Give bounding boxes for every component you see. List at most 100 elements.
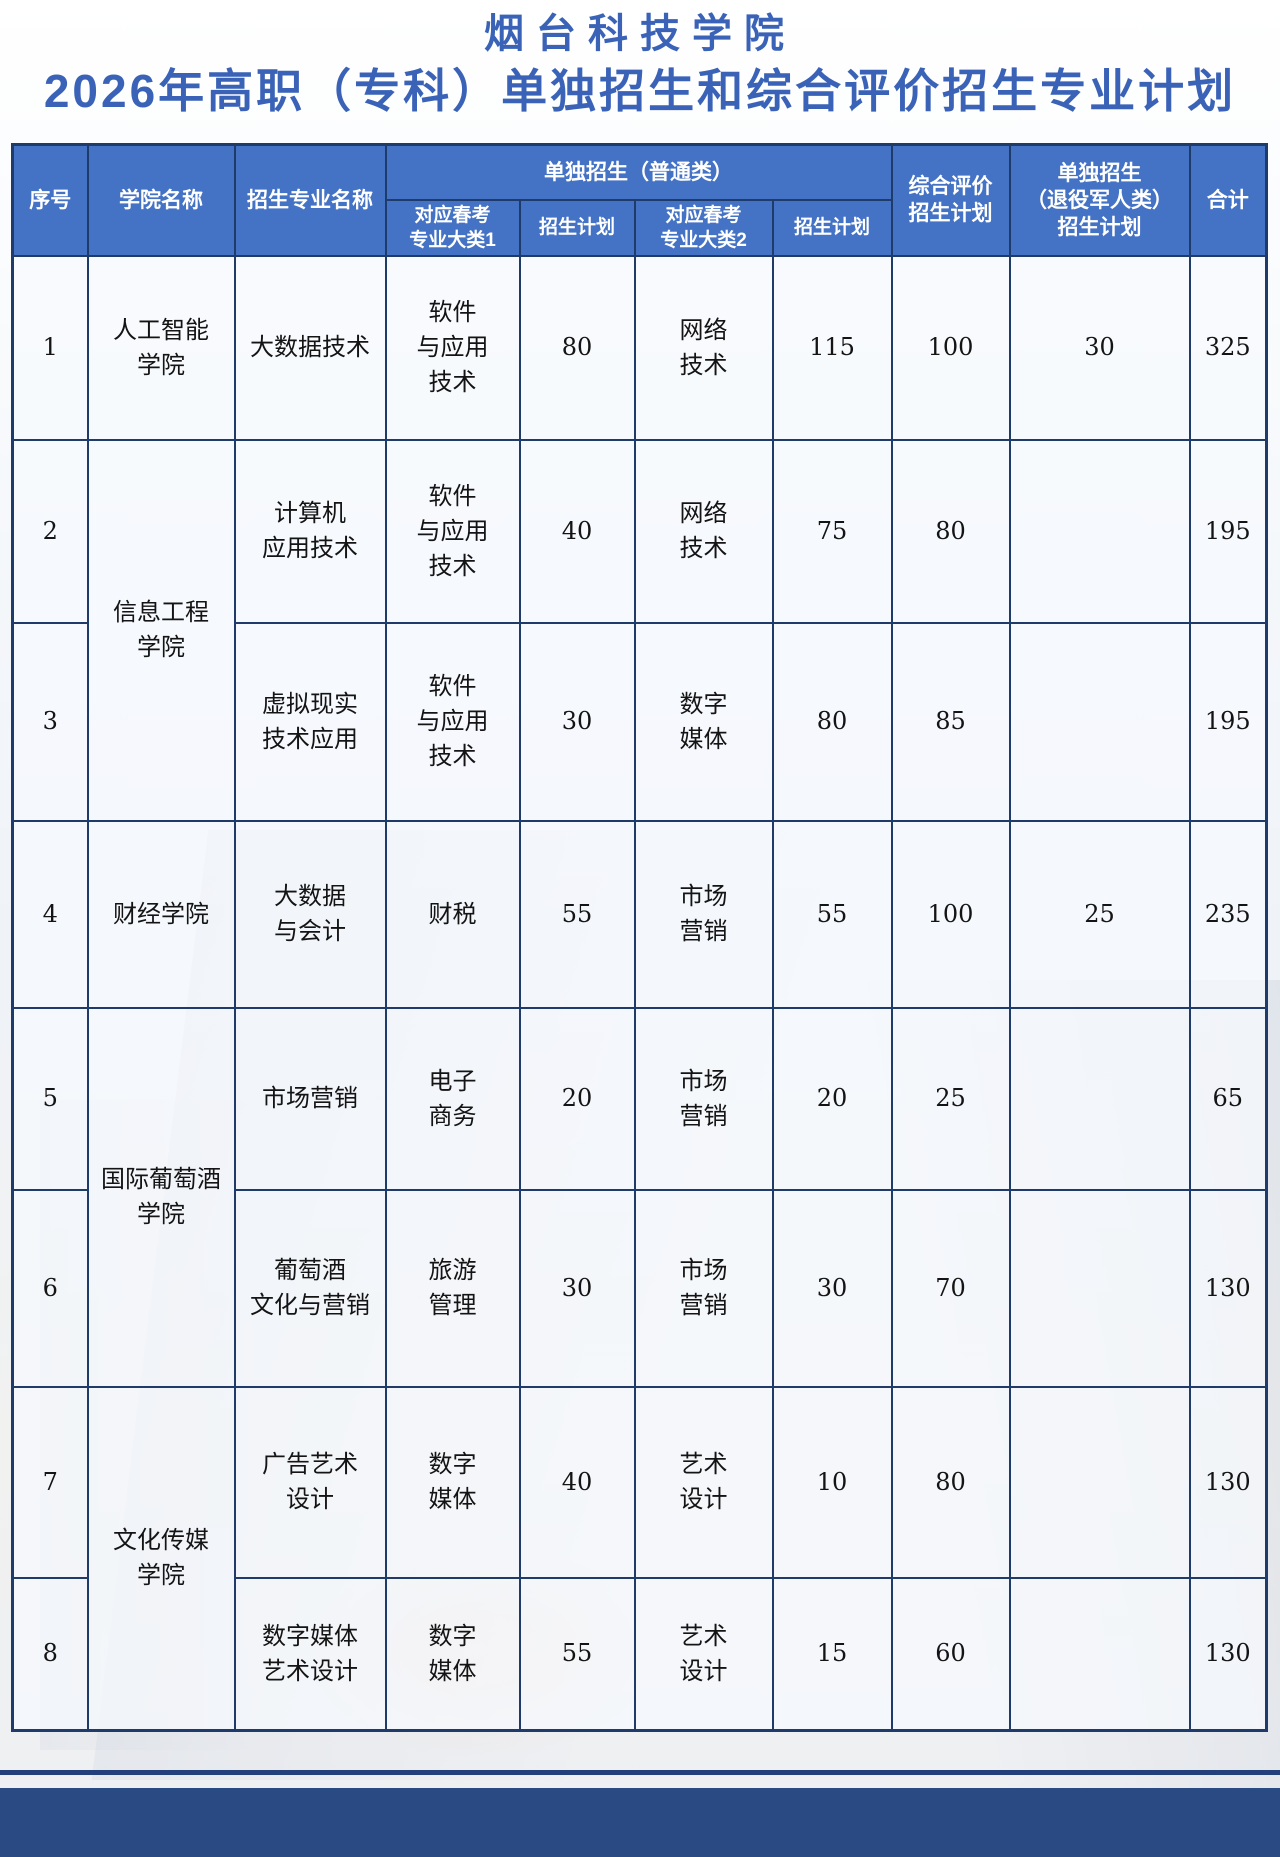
row-5-spring-cat-1: 电子 商务 (384, 1006, 521, 1191)
row-6-comprehensive-plan: 70 (890, 1188, 1011, 1388)
row-4-serial: 4 (11, 819, 89, 1009)
row-6-major: 葡萄酒 文化与营销 (233, 1188, 387, 1388)
row-5-college: 国际葡萄酒 学院 (86, 1006, 236, 1388)
header-veteran: 单独招生 （退役军人类） 招生计划 (1008, 143, 1191, 257)
header-major: 招生专业名称 (233, 143, 387, 257)
table-row: 1 人工智能 学院 大数据技术 软件 与应用 技术 80 网络 技术 115 1… (11, 254, 1268, 441)
row-6-plan-1: 30 (518, 1188, 636, 1388)
row-5-plan-1: 20 (518, 1006, 636, 1191)
row-7-plan-1: 40 (518, 1385, 636, 1579)
row-7-spring-cat-1: 数字 媒体 (384, 1385, 521, 1579)
row-4-spring-cat-1: 财税 (384, 819, 521, 1009)
row-1-college: 人工智能 学院 (86, 254, 236, 441)
table-row: 5 国际葡萄酒 学院 市场营销 电子 商务 20 市场 营销 20 25 65 (11, 1006, 1268, 1388)
row-5-veteran-plan (1008, 1006, 1191, 1191)
header-plan-1: 招生计划 (518, 198, 636, 257)
header-plan-2: 招生计划 (771, 198, 893, 257)
school-name-title: 烟台科技学院 (484, 12, 796, 56)
row-7-plan-2: 10 (771, 1385, 893, 1579)
row-5-major: 市场营销 (233, 1006, 387, 1191)
table-row: 6 葡萄酒 文化与营销 旅游 管理 30 市场 营销 30 70 130 (11, 1188, 1268, 1388)
row-1-total: 325 (1188, 254, 1268, 441)
row-7-total: 130 (1188, 1385, 1268, 1579)
row-2-major: 计算机 应用技术 (233, 438, 387, 624)
row-3-total: 195 (1188, 621, 1268, 822)
row-3-serial: 3 (11, 621, 89, 822)
row-4-plan-2: 55 (771, 819, 893, 1009)
row-7-spring-cat-2: 艺术 设计 (633, 1385, 774, 1579)
row-1-plan-2: 115 (771, 254, 893, 441)
page-title: 2026年高职（专科）单独招生和综合评价招生专业计划 (43, 65, 1237, 117)
table-row: 2 信息工程 学院 计算机 应用技术 软件 与应用 技术 40 网络 技术 75… (11, 438, 1268, 822)
row-3-major: 虚拟现实 技术应用 (233, 621, 387, 822)
row-2-comprehensive-plan: 80 (890, 438, 1011, 624)
row-5-total: 65 (1188, 1006, 1268, 1191)
row-4-veteran-plan: 25 (1008, 819, 1191, 1009)
row-7-serial: 7 (11, 1385, 89, 1579)
row-7-veteran-plan (1008, 1385, 1191, 1579)
row-5-plan-2: 20 (771, 1006, 893, 1191)
row-1-spring-cat-1: 软件 与应用 技术 (384, 254, 521, 441)
header-spring-cat-2: 对应春考 专业大类2 (633, 198, 774, 257)
row-2-total: 195 (1188, 438, 1268, 624)
row-5-spring-cat-2: 市场 营销 (633, 1006, 774, 1191)
header-spring-cat-1: 对应春考 专业大类1 (384, 198, 521, 257)
row-6-total: 130 (1188, 1188, 1268, 1388)
row-8-spring-cat-2: 艺术 设计 (633, 1576, 774, 1732)
row-8-total: 130 (1188, 1576, 1268, 1732)
header-total: 合计 (1188, 143, 1268, 257)
row-3-comprehensive-plan: 85 (890, 621, 1011, 822)
row-8-major: 数字媒体 艺术设计 (233, 1576, 387, 1732)
row-1-plan-1: 80 (518, 254, 636, 441)
row-1-spring-cat-2: 网络 技术 (633, 254, 774, 441)
footer-bar (0, 1788, 1280, 1857)
row-8-serial: 8 (11, 1576, 89, 1732)
header-group-general: 单独招生（普通类） (384, 143, 893, 201)
footer-divider-line (0, 1770, 1280, 1775)
row-8-plan-1: 55 (518, 1576, 636, 1732)
row-3-spring-cat-2: 数字 媒体 (633, 621, 774, 822)
row-4-comprehensive-plan: 100 (890, 819, 1011, 1009)
row-8-veteran-plan (1008, 1576, 1191, 1732)
row-5-comprehensive-plan: 25 (890, 1006, 1011, 1191)
row-3-plan-1: 30 (518, 621, 636, 822)
row-1-veteran-plan: 30 (1008, 254, 1191, 441)
table-row: 3 虚拟现实 技术应用 软件 与应用 技术 30 数字 媒体 80 85 195 (11, 621, 1268, 822)
table-row: 4 财经学院 大数据 与会计 财税 55 市场 营销 55 100 25 235 (11, 819, 1268, 1009)
row-6-spring-cat-2: 市场 营销 (633, 1188, 774, 1388)
row-6-spring-cat-1: 旅游 管理 (384, 1188, 521, 1388)
row-8-spring-cat-1: 数字 媒体 (384, 1576, 521, 1732)
row-2-spring-cat-2: 网络 技术 (633, 438, 774, 624)
row-2-veteran-plan (1008, 438, 1191, 624)
row-5-serial: 5 (11, 1006, 89, 1191)
row-2-plan-2: 75 (771, 438, 893, 624)
row-4-total: 235 (1188, 819, 1268, 1009)
row-7-comprehensive-plan: 80 (890, 1385, 1011, 1579)
row-1-major: 大数据技术 (233, 254, 387, 441)
row-6-veteran-plan (1008, 1188, 1191, 1388)
row-4-major: 大数据 与会计 (233, 819, 387, 1009)
row-2-serial: 2 (11, 438, 89, 624)
row-7-major: 广告艺术 设计 (233, 1385, 387, 1579)
row-2-college: 信息工程 学院 (86, 438, 236, 822)
table-row: 8 数字媒体 艺术设计 数字 媒体 55 艺术 设计 15 60 130 (11, 1576, 1268, 1732)
row-8-comprehensive-plan: 60 (890, 1576, 1011, 1732)
row-1-comprehensive-plan: 100 (890, 254, 1011, 441)
row-3-plan-2: 80 (771, 621, 893, 822)
enrollment-plan-table: 序号 学院名称 招生专业名称 单独招生（普通类） 综合评价 招生计划 单独招生 … (11, 143, 1268, 1732)
header-comprehensive: 综合评价 招生计划 (890, 143, 1011, 257)
row-3-spring-cat-1: 软件 与应用 技术 (384, 621, 521, 822)
row-7-college: 文化传媒 学院 (86, 1385, 236, 1732)
row-6-plan-2: 30 (771, 1188, 893, 1388)
header-serial: 序号 (11, 143, 89, 257)
row-2-plan-1: 40 (518, 438, 636, 624)
row-2-spring-cat-1: 软件 与应用 技术 (384, 438, 521, 624)
table-row: 7 文化传媒 学院 广告艺术 设计 数字 媒体 40 艺术 设计 10 80 1… (11, 1385, 1268, 1732)
header-college: 学院名称 (86, 143, 236, 257)
row-4-plan-1: 55 (518, 819, 636, 1009)
row-6-serial: 6 (11, 1188, 89, 1388)
row-4-college: 财经学院 (86, 819, 236, 1009)
row-1-serial: 1 (11, 254, 89, 441)
row-8-plan-2: 15 (771, 1576, 893, 1732)
row-3-veteran-plan (1008, 621, 1191, 822)
